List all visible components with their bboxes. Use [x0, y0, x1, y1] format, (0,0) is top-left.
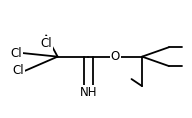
Text: Cl: Cl: [12, 64, 24, 77]
Text: O: O: [111, 50, 120, 63]
Text: Cl: Cl: [10, 47, 22, 60]
Text: NH: NH: [79, 86, 97, 99]
Text: Cl: Cl: [40, 37, 52, 50]
